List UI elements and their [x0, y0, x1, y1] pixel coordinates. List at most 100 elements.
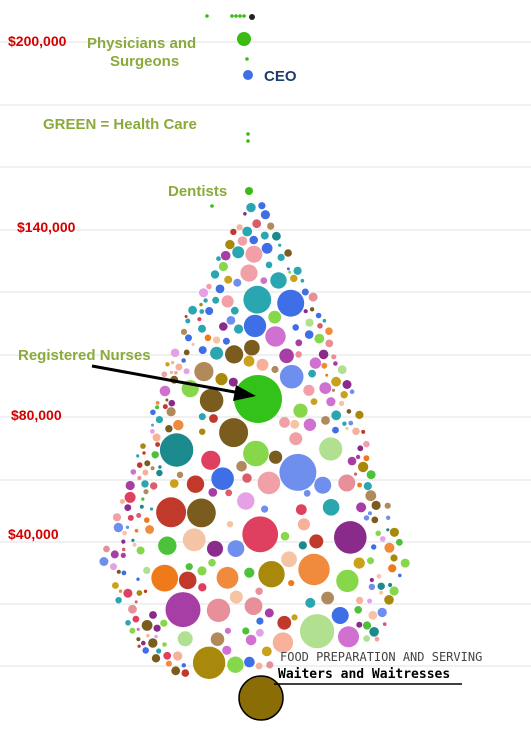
- occupation-bubble[interactable]: [331, 410, 342, 421]
- occupation-bubble[interactable]: [125, 525, 130, 529]
- occupation-bubble[interactable]: [151, 451, 159, 459]
- occupation-bubble[interactable]: [186, 475, 205, 493]
- occupation-bubble[interactable]: [388, 564, 397, 573]
- occupation-bubble[interactable]: [130, 469, 137, 475]
- occupation-bubble[interactable]: [290, 419, 300, 429]
- occupation-bubble[interactable]: [243, 314, 267, 338]
- occupation-bubble[interactable]: [371, 544, 377, 550]
- occupation-bubble[interactable]: [367, 557, 374, 565]
- occupation-bubble[interactable]: [151, 423, 154, 427]
- occupation-bubble[interactable]: [386, 515, 391, 520]
- occupation-bubble[interactable]: [331, 607, 349, 624]
- occupation-bubble[interactable]: [224, 627, 231, 634]
- occupation-bubble[interactable]: [270, 272, 287, 289]
- occupation-bubble[interactable]: [366, 470, 376, 480]
- occupation-bubble[interactable]: [156, 648, 162, 654]
- occupation-bubble[interactable]: [384, 595, 394, 605]
- occupation-bubble[interactable]: [144, 517, 150, 523]
- occupation-bubble[interactable]: [198, 346, 207, 355]
- occupation-bubble[interactable]: [237, 236, 248, 246]
- occupation-bubble[interactable]: [342, 421, 347, 426]
- occupation-bubble[interactable]: [325, 373, 329, 377]
- occupation-bubble[interactable]: [222, 337, 230, 345]
- occupation-bubble[interactable]: [151, 564, 179, 592]
- occupation-bubble[interactable]: [258, 561, 285, 588]
- occupation-bubble[interactable]: [226, 521, 234, 528]
- occupation-bubble[interactable]: [197, 566, 207, 576]
- occupation-bubble[interactable]: [272, 632, 294, 653]
- occupation-bubble[interactable]: [142, 451, 146, 455]
- occupation-bubble[interactable]: [184, 315, 188, 318]
- occupation-bubble[interactable]: [242, 627, 250, 635]
- occupation-bubble[interactable]: [230, 306, 239, 315]
- occupation-bubble[interactable]: [122, 530, 127, 536]
- occupation-bubble[interactable]: [210, 632, 225, 646]
- occupation-bubble[interactable]: [303, 489, 311, 497]
- waiters-bubble[interactable]: [238, 675, 284, 721]
- occupation-bubble[interactable]: [156, 497, 187, 528]
- occupation-bubble[interactable]: [237, 492, 255, 510]
- occupation-bubble[interactable]: [244, 339, 260, 356]
- occupation-bubble[interactable]: [318, 349, 329, 360]
- occupation-bubble[interactable]: [353, 557, 365, 569]
- occupation-bubble[interactable]: [227, 656, 244, 673]
- occupation-bubble[interactable]: [169, 479, 179, 488]
- occupation-bubble[interactable]: [319, 382, 332, 394]
- occupation-bubble[interactable]: [355, 410, 364, 419]
- occupation-bubble[interactable]: [165, 660, 172, 667]
- occupation-bubble[interactable]: [243, 440, 269, 467]
- occupation-bubble[interactable]: [103, 545, 110, 553]
- occupation-bubble[interactable]: [141, 480, 149, 488]
- occupation-bubble[interactable]: [256, 628, 264, 637]
- occupation-bubble[interactable]: [191, 342, 195, 346]
- occupation-bubble[interactable]: [332, 426, 339, 434]
- occupation-bubble[interactable]: [279, 453, 317, 491]
- occupation-bubble[interactable]: [277, 253, 285, 261]
- occupation-bubble[interactable]: [245, 634, 257, 646]
- occupation-bubble[interactable]: [279, 364, 304, 389]
- occupation-bubble[interactable]: [110, 563, 117, 571]
- occupation-bubble[interactable]: [155, 405, 160, 410]
- occupation-bubble[interactable]: [326, 397, 336, 407]
- occupation-bubble[interactable]: [265, 261, 273, 269]
- occupation-bubble[interactable]: [321, 416, 330, 425]
- occupation-bubble[interactable]: [236, 461, 247, 472]
- occupation-bubble[interactable]: [303, 309, 308, 314]
- occupation-bubble[interactable]: [249, 235, 258, 245]
- occupation-bubble[interactable]: [321, 591, 334, 605]
- occupation-bubble[interactable]: [304, 330, 314, 339]
- occupation-bubble[interactable]: [166, 407, 176, 417]
- occupation-bubble[interactable]: [377, 607, 387, 618]
- occupation-bubble[interactable]: [305, 318, 314, 327]
- ceo-bubble[interactable]: [243, 70, 253, 80]
- occupation-bubble[interactable]: [112, 513, 122, 522]
- occupation-bubble[interactable]: [169, 370, 174, 375]
- occupation-bubble[interactable]: [368, 610, 378, 620]
- occupation-bubble[interactable]: [225, 239, 235, 250]
- occupation-bubble[interactable]: [357, 445, 364, 452]
- occupation-bubble[interactable]: [134, 528, 139, 533]
- occupation-bubble[interactable]: [177, 631, 193, 647]
- occupation-bubble[interactable]: [321, 362, 328, 369]
- occupation-bubble[interactable]: [234, 324, 244, 334]
- occupation-bubble[interactable]: [348, 420, 354, 426]
- occupation-bubble[interactable]: [159, 433, 194, 467]
- occupation-bubble[interactable]: [303, 418, 317, 431]
- occupation-bubble[interactable]: [192, 646, 226, 679]
- occupation-bubble[interactable]: [144, 460, 151, 467]
- occupation-bubble[interactable]: [136, 590, 143, 596]
- occupation-bubble[interactable]: [183, 349, 190, 356]
- occupation-bubble[interactable]: [203, 298, 208, 303]
- occupation-bubble[interactable]: [209, 414, 218, 423]
- occupation-bubble[interactable]: [185, 334, 192, 342]
- occupation-bubble[interactable]: [368, 511, 372, 516]
- occupation-bubble[interactable]: [333, 361, 338, 366]
- occupation-bubble[interactable]: [212, 296, 220, 304]
- occupation-bubble[interactable]: [206, 598, 231, 622]
- occupation-bubble[interactable]: [279, 348, 294, 364]
- occupation-bubble[interactable]: [185, 318, 191, 324]
- occupation-bubble[interactable]: [201, 450, 221, 470]
- occupation-bubble[interactable]: [232, 246, 245, 259]
- occupation-bubble[interactable]: [271, 365, 279, 374]
- occupation-bubble[interactable]: [197, 317, 202, 322]
